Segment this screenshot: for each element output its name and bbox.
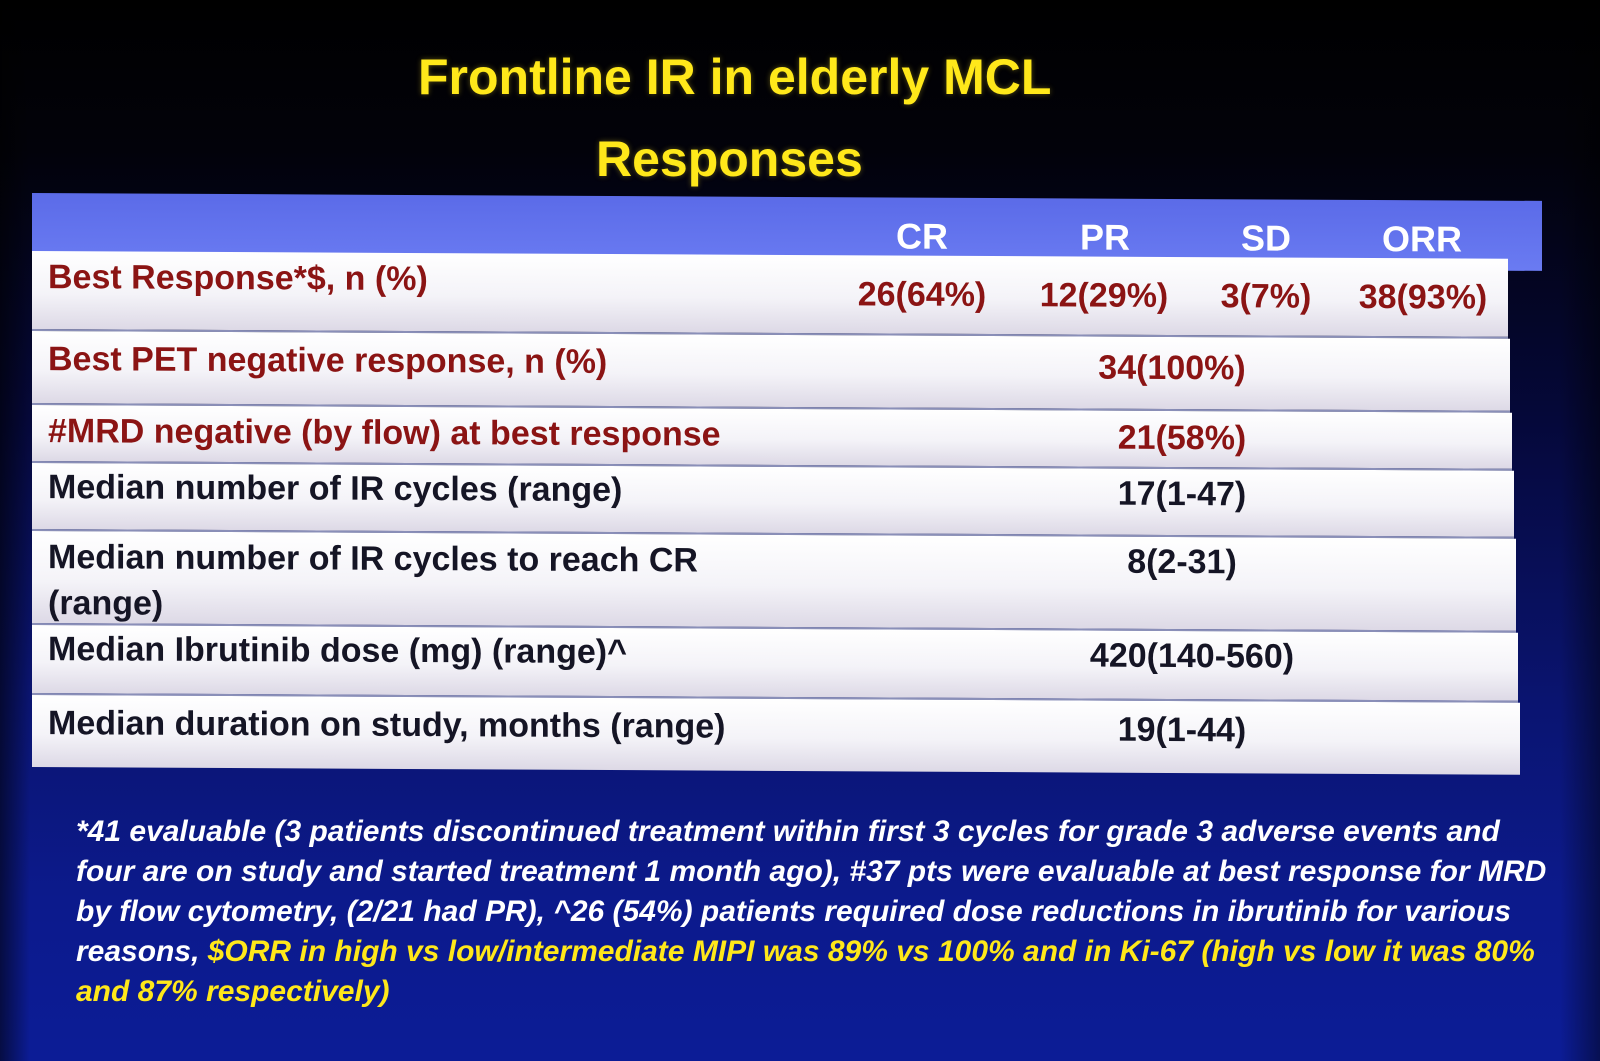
table-row: Median number of IR cycles to reach CR (… bbox=[32, 531, 1516, 633]
row-label-cycles-to-cr-range: (range) bbox=[48, 584, 164, 623]
table-row: #MRD negative (by flow) at best response… bbox=[32, 405, 1512, 471]
cell-sd-value: 3(7%) bbox=[1220, 277, 1312, 316]
cell-duration-on-study-value: 19(1-44) bbox=[1117, 710, 1247, 750]
table-row: Median duration on study, months (range)… bbox=[32, 695, 1520, 775]
table-row: Median Ibrutinib dose (mg) (range)^ 420(… bbox=[32, 625, 1518, 703]
column-header-orr: ORR bbox=[1382, 218, 1462, 260]
row-label-ibrutinib-dose: Median Ibrutinib dose (mg) (range)^ bbox=[48, 630, 627, 672]
table-row: Median number of IR cycles (range) 17(1-… bbox=[32, 463, 1514, 539]
cell-orr-value: 38(93%) bbox=[1358, 277, 1488, 317]
table-row: Best PET negative response, n (%) 34(100… bbox=[32, 331, 1510, 413]
table-row: Best Response*$, n (%) 26(64%) 12(29%) 3… bbox=[32, 251, 1508, 339]
footnote: *41 evaluable (3 patients discontinued t… bbox=[76, 812, 1556, 1012]
footnote-text: *41 evaluable (3 patients discontinued t… bbox=[76, 815, 1547, 968]
slide-subtitle: Responses bbox=[596, 131, 863, 187]
cell-pet-negative-value: 34(100%) bbox=[1098, 348, 1246, 388]
cell-cr-value: 26(64%) bbox=[857, 275, 987, 314]
cell-median-ir-cycles-value: 17(1-47) bbox=[1117, 474, 1247, 514]
slide-title: Frontline IR in elderly MCL bbox=[418, 49, 1052, 105]
column-header-cr: CR bbox=[896, 215, 948, 257]
column-header-sd: SD bbox=[1240, 217, 1291, 259]
column-header-pr: PR bbox=[1079, 216, 1130, 258]
row-label-mrd-negative: #MRD negative (by flow) at best response bbox=[48, 412, 721, 454]
row-label-median-ir-cycles: Median number of IR cycles (range) bbox=[48, 468, 623, 510]
cell-cycles-to-cr-value: 8(2-31) bbox=[1127, 542, 1237, 582]
cell-ibrutinib-dose-value: 420(140-560) bbox=[1089, 636, 1295, 676]
cell-mrd-negative-value: 21(58%) bbox=[1117, 418, 1247, 458]
cell-pr-value: 12(29%) bbox=[1039, 276, 1169, 315]
row-label-pet-negative: Best PET negative response, n (%) bbox=[48, 340, 608, 382]
row-label-duration-on-study: Median duration on study, months (range) bbox=[48, 704, 726, 746]
responses-table: CR PR SD ORR Best Response*$, n (%) 26(6… bbox=[32, 193, 1552, 793]
row-label-best-response: Best Response*$, n (%) bbox=[48, 258, 428, 299]
row-label-cycles-to-cr: Median number of IR cycles to reach CR bbox=[48, 538, 698, 580]
footnote-highlight: $ORR in high vs low/intermediate MIPI wa… bbox=[76, 935, 1535, 1008]
